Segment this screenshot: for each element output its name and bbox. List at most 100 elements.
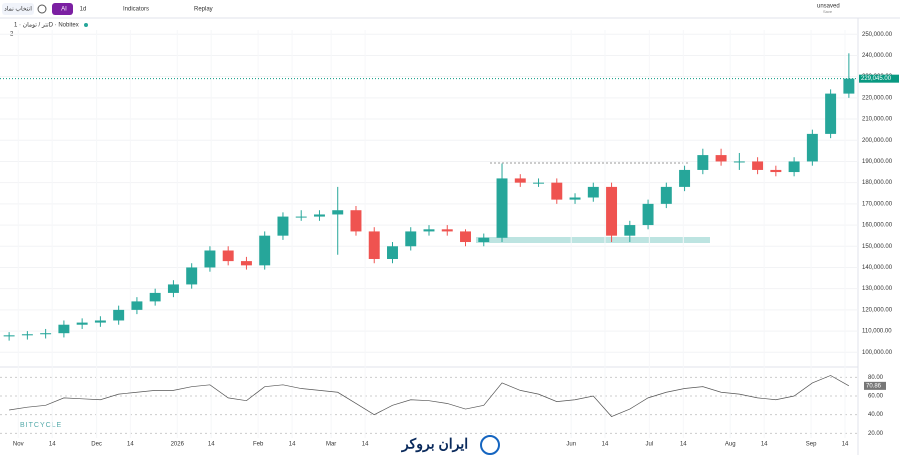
add-button[interactable]	[37, 4, 47, 14]
y-tick-label: 180,000.00	[862, 180, 893, 186]
candle-body	[770, 169, 782, 173]
candle-body	[752, 161, 764, 170]
replay[interactable]: Replay	[194, 7, 213, 13]
rsi-tag	[864, 381, 886, 390]
candle-body	[733, 161, 745, 163]
rsi-tag-text: 70.86	[866, 383, 882, 389]
candle-body	[40, 333, 52, 335]
y-tick-label: 140,000.00	[862, 265, 893, 271]
rsi-tick-label: 20.00	[868, 431, 884, 437]
candle-body	[94, 320, 106, 323]
candle-body	[131, 301, 143, 310]
candle-body	[825, 93, 837, 134]
candle-body	[624, 225, 636, 236]
symbol-search-text: انتخاب نماد	[4, 6, 32, 13]
candle-body	[697, 155, 709, 170]
brand-watermark: BITCYCLE	[20, 422, 62, 429]
x-tick-label: Mar	[326, 442, 336, 448]
y-tick-label: 100,000.00	[862, 350, 893, 356]
candle-body	[679, 169, 691, 187]
candle-body	[332, 210, 344, 215]
candle-body	[551, 182, 563, 200]
y-tick-label: 130,000.00	[862, 286, 893, 292]
rsi-tick-label: 80.00	[868, 375, 884, 381]
status-dot	[84, 23, 88, 27]
y-tick-label: 170,000.00	[862, 201, 893, 207]
candle-body	[715, 155, 727, 162]
interval[interactable]: 1d	[80, 7, 87, 13]
indicators[interactable]: Indicators	[123, 7, 149, 13]
x-tick-label: 14	[362, 442, 369, 448]
candle-body	[606, 186, 618, 236]
logo-text: ایران بروکر	[401, 436, 468, 453]
y-tick-label: 200,000.00	[862, 138, 893, 144]
candle-body	[460, 231, 471, 243]
candle-body	[58, 324, 70, 334]
price-tag-text: 229,045.00	[861, 76, 892, 82]
x-tick-label: 14	[49, 442, 56, 448]
candle-body	[569, 197, 581, 200]
layout-name[interactable]: unsaved	[817, 4, 840, 10]
x-tick-label: 14	[602, 442, 609, 448]
y-tick-label: 120,000.00	[862, 307, 893, 313]
candle-body	[149, 292, 161, 302]
candle-body	[204, 250, 216, 268]
x-tick-label: Aug	[725, 442, 736, 448]
candle-body	[368, 231, 380, 259]
candle-body	[806, 133, 818, 162]
candle-body	[788, 161, 800, 173]
candle-body	[222, 250, 234, 262]
candle-body	[295, 216, 307, 218]
candle-body	[405, 231, 417, 247]
y-tick-label: 190,000.00	[862, 159, 893, 165]
y-tick-label: 240,000.00	[862, 53, 893, 59]
y-tick-label: 160,000.00	[862, 223, 893, 229]
rsi-line	[9, 375, 850, 417]
candle-body	[21, 334, 33, 336]
x-tick-label: Feb	[253, 442, 264, 448]
x-tick-label: 14	[289, 442, 296, 448]
candle-body	[533, 182, 545, 184]
candle-body	[76, 322, 88, 325]
candle-body	[167, 284, 179, 293]
candle-body	[843, 78, 855, 94]
price-tag	[859, 74, 899, 83]
y-tick-label: 250,000.00	[862, 32, 893, 38]
x-tick-label: Nov	[13, 442, 24, 448]
candle-body	[423, 229, 435, 232]
candle-body	[660, 186, 672, 204]
symbol-search[interactable]	[2, 3, 34, 15]
candle-body	[259, 235, 271, 266]
y-tick-label: 110,000.00	[862, 329, 892, 335]
x-tick-label: Dec	[91, 442, 102, 448]
rsi-tick-label: 60.00	[868, 394, 884, 400]
rsi-tick-label: 40.00	[868, 412, 884, 418]
candle-body	[642, 203, 654, 226]
candle-body	[113, 309, 125, 321]
ai-text: AI	[61, 7, 67, 13]
x-tick-label: 2026	[171, 442, 185, 448]
candle-body	[478, 237, 490, 243]
y-tick-label: 210,000.00	[862, 117, 893, 123]
candle-body	[514, 178, 526, 183]
candle-body	[186, 267, 198, 285]
y-tick-label: 150,000.00	[862, 244, 893, 250]
ai-button[interactable]	[52, 3, 73, 15]
symbol-legend: تتر / تومان · 1D · Nobitex	[14, 22, 79, 29]
x-tick-label: 14	[680, 442, 687, 448]
x-tick-label: 14	[127, 442, 134, 448]
x-tick-label: 14	[842, 442, 849, 448]
candle-body	[3, 335, 15, 337]
candle-body	[313, 214, 325, 217]
support-zone	[476, 237, 710, 243]
x-tick-label: Sep	[806, 442, 817, 448]
x-tick-label: 14	[208, 442, 215, 448]
logo-box	[385, 430, 515, 460]
candle-body	[441, 229, 453, 232]
candle-body	[587, 186, 599, 198]
logo-icon	[480, 435, 500, 455]
candle-body	[240, 261, 252, 266]
candle-body	[387, 246, 398, 259]
candle-body	[496, 178, 508, 238]
x-tick-label: Jun	[566, 442, 576, 448]
